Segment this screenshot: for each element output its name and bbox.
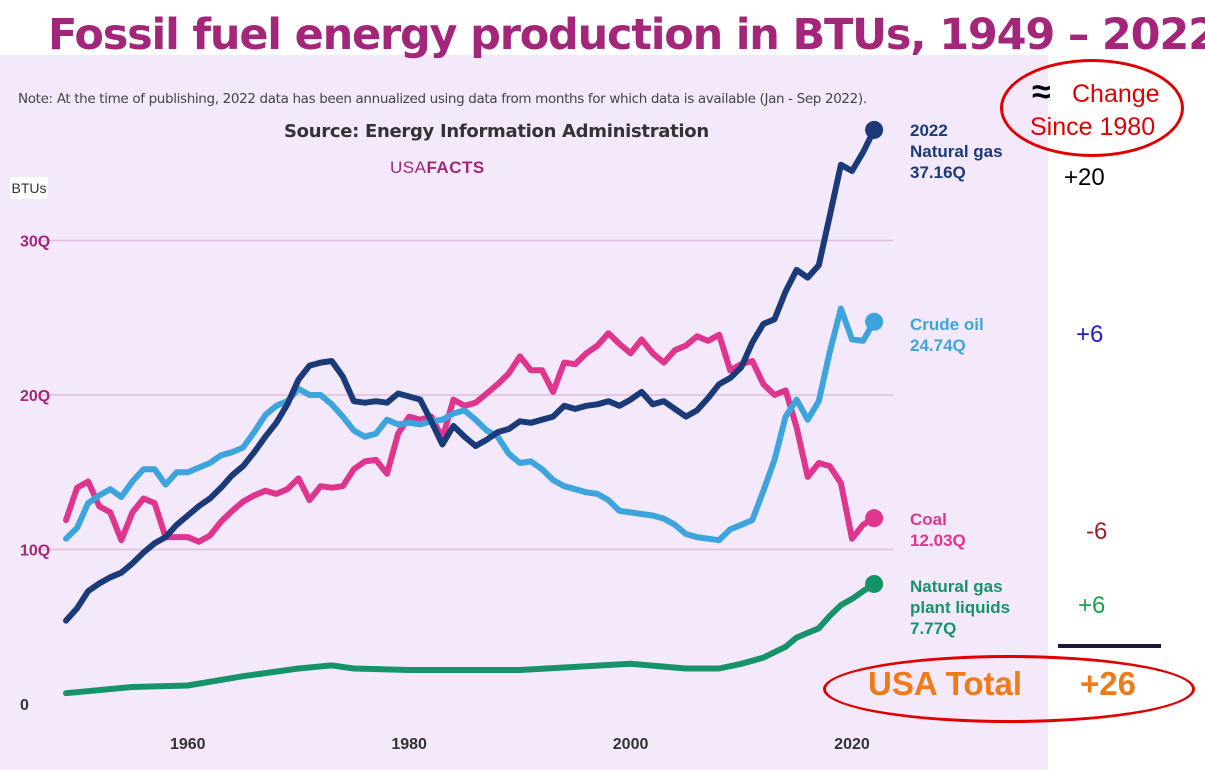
approx-symbol: ≈ [1032, 73, 1051, 111]
crude-oil-change: +6 [1076, 321, 1104, 348]
change-header-subtitle: Since 1980 [1030, 113, 1156, 141]
change-header-title: Change [1072, 80, 1160, 108]
ngpl-line [63, 581, 878, 697]
grid-layer: 0 10Q 20Q 30Q 1960 1980 2000 2020 [20, 234, 893, 753]
natural-gas-line [63, 126, 878, 624]
total-rule [1058, 644, 1161, 648]
y-tick-label: 10Q [20, 543, 50, 560]
crude-oil-endpoint [865, 312, 884, 331]
brand-prefix: USA [390, 158, 427, 177]
ngpl-label: 7.77Q [910, 619, 956, 638]
series-label-layer: Natural gas plant liquids 7.77Q Coal 12.03Q C… [910, 121, 1010, 638]
brand-logo: USAFACTS [390, 158, 485, 178]
chart-note: Note: At the time of publishing, 2022 da… [18, 91, 867, 107]
ngpl-endpoint [865, 574, 884, 593]
total-label: USA Total [868, 665, 1022, 702]
x-tick-label: 2000 [613, 736, 649, 753]
y-tick-label: 20Q [20, 388, 50, 405]
y-tick-label: 0 [20, 697, 29, 714]
natural-gas-label: 37.16Q [910, 163, 966, 182]
series-layer [63, 120, 884, 697]
coal-label: Coal [910, 510, 947, 529]
change-header-ellipse [1000, 59, 1184, 157]
chart-title: Fossil fuel energy production in BTUs, 1… [48, 10, 1205, 60]
x-tick-label: 2020 [834, 736, 870, 753]
coal-change: -6 [1086, 518, 1108, 545]
x-tick-label: 1980 [391, 736, 427, 753]
total-ellipse [823, 655, 1195, 723]
ngpl-change: +6 [1078, 592, 1106, 619]
chart-background [0, 55, 1048, 770]
total-value: +26 [1080, 665, 1136, 702]
ngpl-label: Natural gas [910, 577, 1003, 596]
natural-gas-endpoint [865, 120, 884, 139]
natural-gas-label: Natural gas [910, 142, 1003, 161]
brand-suffix: FACTS [426, 158, 485, 177]
coal-endpoint [865, 509, 884, 528]
y-axis-unit-label: BTUs [10, 177, 48, 199]
y-tick-label: 30Q [20, 234, 50, 251]
x-tick-label: 1960 [170, 736, 206, 753]
ngpl-label: plant liquids [910, 598, 1010, 617]
crude-oil-label: 24.74Q [910, 336, 966, 355]
crude-oil-line [63, 305, 878, 544]
chart-source: Source: Energy Information Administratio… [284, 121, 709, 142]
coal-label: 12.03Q [910, 531, 966, 550]
natural-gas-label: 2022 [910, 121, 948, 140]
natural-gas-change: +20 [1064, 164, 1105, 191]
crude-oil-label: Crude oil [910, 315, 984, 334]
